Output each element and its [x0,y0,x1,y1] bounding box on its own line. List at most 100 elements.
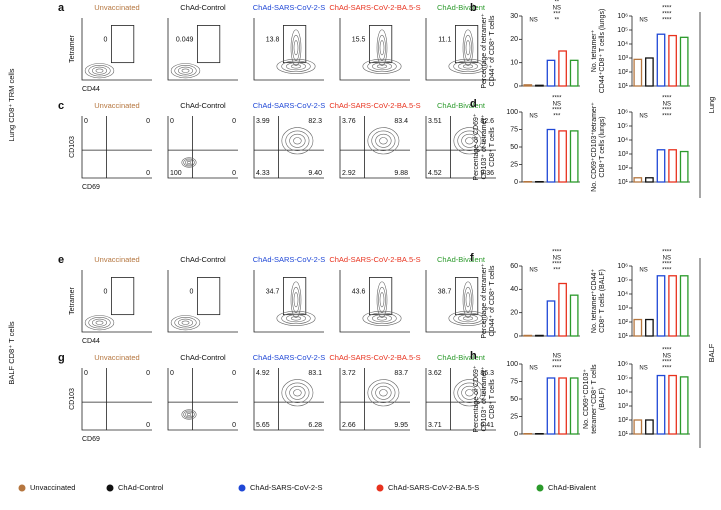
y-axis-label: No. CD69⁺CD103⁺ [583,369,590,429]
y-tick-label: 10⁵ [617,123,628,130]
x-axis-label: CD69 [82,436,100,443]
panel-letter: f [470,252,474,264]
contour [293,292,299,308]
quadrant-value: 3.51 [428,118,442,125]
significance: **** [552,360,562,366]
y-axis-label: CD8⁺ T cells [489,127,496,167]
bar [569,377,579,435]
y-tick-label: 20 [510,36,518,43]
contour [178,66,194,75]
bar [656,275,666,337]
contour [461,133,478,148]
group-title: ChAd-Control [180,101,226,110]
contour [281,379,314,407]
gate-value: 0 [103,289,107,296]
gate-value: 38.7 [438,289,452,296]
contour [88,317,111,329]
contour [290,316,302,321]
y-axis-label: CD103⁺ of tetramer⁺ [481,114,488,179]
contour [453,127,486,155]
contour [281,127,314,155]
contour [286,314,306,323]
plot-axes [425,368,496,431]
quadrant-value: 5.65 [256,422,270,429]
bar [546,59,556,87]
contour [367,379,400,407]
contour [181,157,197,168]
contour [378,34,386,61]
bar [558,50,567,87]
legend-label: Unvaccinated [30,483,75,492]
contour [448,310,488,326]
significance: **** [552,262,562,268]
plot-axes [425,116,496,179]
contour [183,158,195,167]
group-title: ChAd-Bivalent [437,353,486,362]
y-axis-label: CD8⁺ T cells (BALF) [599,269,606,333]
quadrant-value: 0 [84,118,88,125]
significance: **** [552,366,562,372]
contour [95,68,104,73]
contour [371,130,396,152]
y-tick-label: 10⁴ [617,41,628,48]
significance: NS [553,6,561,12]
significance: NS [663,256,671,262]
y-tick-label: 50 [510,144,518,151]
significance: **** [662,18,672,24]
bar [569,130,579,183]
contour [464,286,472,313]
contour [367,60,397,73]
bar [668,34,677,87]
y-tick-label: 40 [510,286,518,293]
contour [181,68,190,73]
contour [376,316,388,321]
y-axis-label: Percentage of CD69⁺ [473,365,480,432]
quadrant-value: 0 [232,370,236,377]
y-axis-label: Tetramer [69,287,76,315]
contour [286,62,306,71]
significance: NS [529,18,537,24]
bar [668,149,677,183]
plot-axes [167,18,238,81]
contour [289,133,306,148]
y-tick-label: 10² [618,417,629,424]
quadrant-value: 9.40 [308,170,322,177]
contour [371,382,396,403]
contour [362,310,402,326]
significance: **** [662,268,672,274]
y-axis-label: CD103 [69,388,76,410]
significance: NS [639,18,647,24]
contour [293,40,299,56]
bar [546,377,556,435]
y-tick-label: 10³ [618,151,629,158]
panel-letter: e [58,254,64,266]
bar [679,150,689,183]
contour [376,29,388,67]
y-tick-label: 10¹ [618,333,629,340]
group-title: ChAd-Control [180,353,226,362]
significance: ** [554,18,559,24]
bar [558,282,567,337]
y-axis-label: CD8⁺T cells (lungs) [599,116,606,177]
significance: NS [529,268,537,274]
y-tick-label: 10² [618,165,629,172]
contour [367,127,400,155]
contour [186,161,192,165]
quadrant-value: 0 [170,370,174,377]
side-label: Lung [707,97,716,114]
y-axis-label: No. tetramer⁺CD44⁺ [591,269,598,333]
contour [372,62,392,71]
bar [569,294,579,337]
legend-swatch [536,484,544,492]
significance: **** [662,348,672,354]
group-title: ChAd-SARS-CoV-2-S [253,353,326,362]
quadrant-value: 82.6 [480,118,494,125]
y-axis-label: No. CD69⁺CD103⁺tetramer⁺ [591,102,598,192]
contour [186,412,192,416]
group-title: ChAd-Control [180,255,226,264]
significance: **** [662,12,672,18]
panel-letter: g [58,352,65,364]
contour [378,286,386,313]
bar [679,275,689,337]
bar [546,300,556,337]
